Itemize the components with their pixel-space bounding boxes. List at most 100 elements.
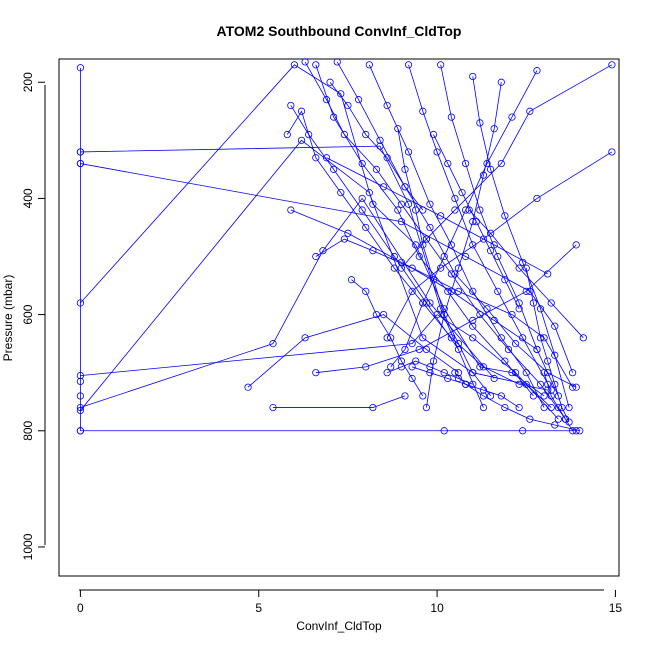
- x-tick-label: 15: [609, 601, 623, 615]
- data-point: [451, 206, 459, 214]
- data-point: [412, 206, 420, 214]
- data-point: [394, 206, 402, 214]
- x-tick-label: 5: [255, 601, 262, 615]
- data-point: [415, 252, 423, 261]
- profile-series: [76, 61, 548, 400]
- data-point: [469, 316, 477, 324]
- data-point: [390, 264, 398, 272]
- data-point: [344, 101, 352, 110]
- data-point: [544, 270, 552, 278]
- data-point: [404, 148, 413, 156]
- profile-line: [472, 76, 570, 408]
- data-point: [540, 369, 548, 377]
- data-point: [376, 136, 384, 144]
- data-point: [437, 305, 445, 313]
- data-point: [458, 189, 466, 197]
- y-axis-label: Pressure (mbar): [1, 275, 15, 362]
- profile-series: [326, 78, 427, 214]
- data-point: [415, 345, 423, 354]
- data-point: [372, 165, 381, 173]
- profile-series: [76, 142, 488, 412]
- data-point: [244, 383, 252, 391]
- data-point: [469, 369, 477, 377]
- profile-series: [408, 363, 523, 412]
- data-point: [551, 322, 559, 330]
- data-point: [579, 334, 587, 342]
- data-point: [462, 206, 470, 214]
- data-point: [565, 403, 573, 412]
- data-point: [437, 212, 445, 220]
- data-point: [397, 363, 406, 371]
- data-point: [454, 374, 463, 383]
- data-point: [76, 427, 85, 435]
- data-point: [472, 218, 480, 226]
- data-point: [504, 345, 513, 354]
- data-point: [369, 247, 377, 255]
- data-point: [469, 322, 477, 330]
- data-point: [440, 310, 448, 319]
- profile-line: [411, 366, 520, 408]
- profile-series: [76, 159, 577, 377]
- data-point: [305, 130, 313, 139]
- profile-line: [315, 244, 577, 374]
- data-point: [429, 276, 438, 284]
- profile-line: [543, 372, 573, 431]
- data-point: [340, 130, 348, 139]
- data-point: [469, 72, 477, 81]
- data-point: [454, 264, 463, 272]
- profile-line: [401, 64, 613, 269]
- data-point: [469, 380, 477, 388]
- profile-line: [386, 151, 613, 339]
- data-point: [312, 369, 320, 377]
- data-point: [76, 403, 85, 412]
- data-point: [422, 345, 430, 354]
- data-point: [344, 229, 352, 237]
- data-point: [522, 287, 530, 295]
- profile-series: [365, 61, 548, 412]
- data-point: [408, 340, 416, 348]
- x-axis-ticks: 0 5 10 15: [77, 590, 622, 615]
- data-point: [76, 159, 85, 168]
- profile-line: [290, 105, 459, 350]
- data-point: [494, 287, 502, 295]
- data-point: [576, 427, 584, 435]
- data-point: [469, 334, 477, 342]
- profile-line: [80, 314, 559, 420]
- data-point: [437, 61, 445, 69]
- profile-series: [429, 130, 523, 313]
- data-point: [419, 107, 427, 115]
- data-point: [469, 287, 477, 295]
- data-point: [572, 241, 580, 249]
- data-point: [515, 380, 523, 388]
- data-point: [536, 380, 545, 388]
- data-point: [287, 206, 295, 214]
- data-point: [326, 78, 334, 86]
- profile-line: [326, 157, 548, 275]
- profile-line: [80, 64, 545, 397]
- data-point: [404, 200, 413, 208]
- data-point: [426, 369, 434, 377]
- data-point: [515, 403, 523, 412]
- profile-series: [397, 61, 616, 272]
- profile-line: [304, 61, 566, 420]
- data-point: [501, 276, 509, 284]
- data-point: [379, 183, 388, 191]
- data-point: [397, 357, 406, 365]
- data-point: [422, 235, 430, 243]
- data-point: [369, 200, 377, 208]
- data-point: [444, 374, 452, 383]
- data-point: [297, 136, 306, 144]
- x-axis-label: ConvInf_CldTop: [296, 619, 382, 633]
- data-point: [554, 392, 562, 400]
- data-point: [608, 61, 616, 69]
- data-point: [362, 287, 370, 295]
- profile-series: [540, 369, 577, 435]
- profile-series: [465, 206, 587, 342]
- profile-series: [312, 61, 537, 400]
- data-point: [526, 415, 534, 423]
- profile-line: [286, 110, 548, 391]
- profile-line: [425, 82, 502, 408]
- profile-line: [368, 64, 545, 408]
- data-point: [340, 235, 348, 243]
- data-point: [408, 374, 416, 383]
